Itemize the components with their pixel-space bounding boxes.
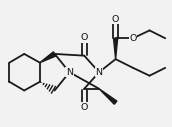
Text: O: O bbox=[112, 15, 119, 24]
Text: O: O bbox=[80, 33, 88, 42]
Text: N: N bbox=[96, 68, 103, 77]
Polygon shape bbox=[99, 89, 117, 104]
Polygon shape bbox=[114, 38, 118, 59]
Text: O: O bbox=[80, 102, 88, 112]
Text: O: O bbox=[129, 34, 137, 43]
Text: N: N bbox=[66, 68, 73, 77]
Polygon shape bbox=[40, 52, 56, 63]
